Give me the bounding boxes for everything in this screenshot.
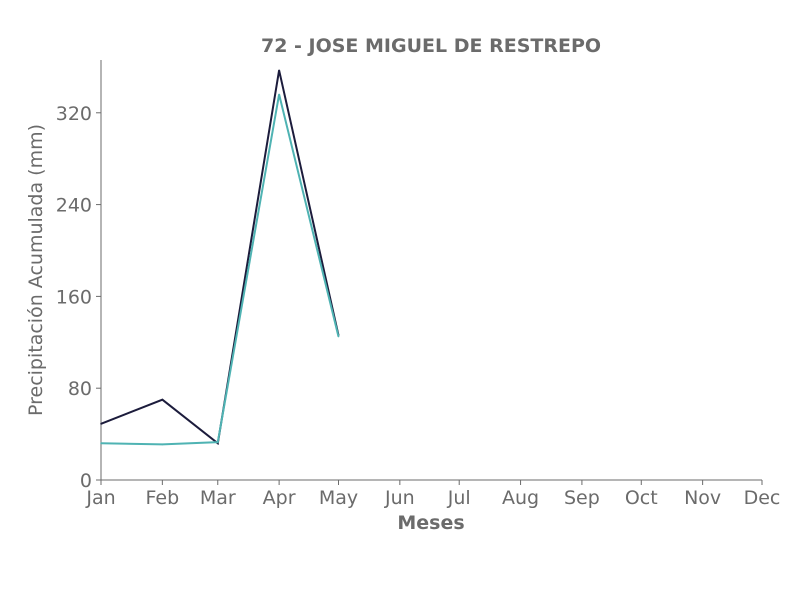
x-tick-label: Dec [744, 487, 781, 509]
x-tick-label: Jun [384, 487, 415, 509]
x-tick-label: May [319, 487, 358, 509]
series-group [100, 69, 340, 446]
x-tick-label: Jan [85, 487, 115, 509]
data-point [161, 398, 164, 401]
data-point [100, 442, 102, 445]
y-tick-label: 320 [56, 103, 92, 125]
y-axis-label: Precipitación Acumulada (mm) [25, 124, 47, 416]
series-line-1 [100, 70, 340, 446]
data-point [278, 69, 280, 72]
x-tick-label: Apr [263, 487, 296, 509]
series-line-2 [100, 94, 340, 446]
y-tick-label: 0 [80, 470, 92, 492]
data-point [278, 93, 280, 96]
x-axis-ticks: Jan Feb Mar Apr May Jun Jul Aug Sep Oct Nov Dec [85, 480, 780, 509]
x-tick-label: Jul [447, 487, 471, 509]
x-axis-label: Meses [397, 512, 464, 534]
y-axis-ticks: 0 80 160 240 320 [56, 103, 101, 492]
data-point [216, 441, 219, 443]
x-tick-label: Mar [200, 487, 236, 509]
data-point [161, 443, 164, 446]
x-tick-label: Nov [684, 487, 721, 509]
x-tick-label: Aug [502, 487, 539, 509]
chart-title: 72 - JOSE MIGUEL DE RESTREPO [261, 35, 601, 57]
x-tick-label: Oct [625, 487, 658, 509]
plot-area: 0 80 160 240 320 Jan Feb Mar Apr May Jun Jul Aug Sep… [56, 60, 780, 509]
y-tick-label: 240 [56, 195, 92, 217]
y-tick-label: 160 [56, 286, 92, 308]
y-tick-label: 80 [68, 378, 92, 400]
x-tick-label: Feb [146, 487, 180, 509]
data-point [100, 422, 102, 425]
data-point [337, 335, 340, 338]
x-tick-label: Sep [564, 487, 600, 509]
